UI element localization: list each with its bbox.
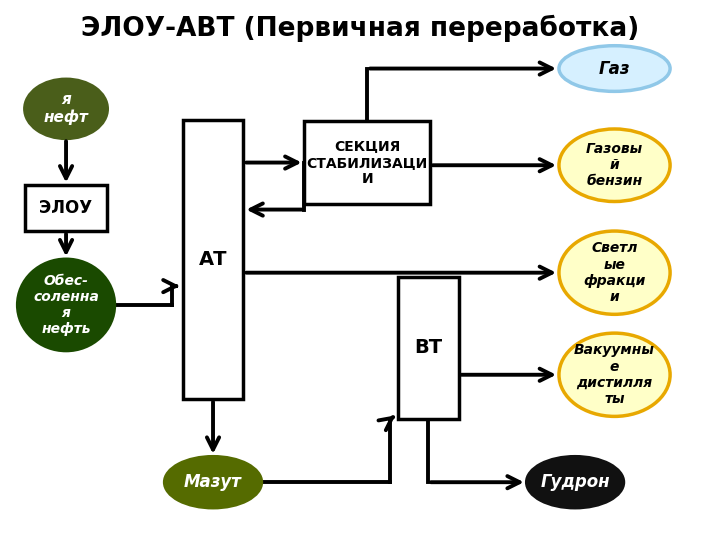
Text: я
нефт: я нефт xyxy=(44,92,89,125)
Text: Обес-
соленна
я
нефть: Обес- соленна я нефть xyxy=(33,274,99,336)
FancyBboxPatch shape xyxy=(183,119,243,399)
Text: Мазут: Мазут xyxy=(184,473,242,491)
Text: Вакуумны
е
дистилля
ты: Вакуумны е дистилля ты xyxy=(574,343,655,406)
FancyBboxPatch shape xyxy=(397,276,459,419)
Text: ВТ: ВТ xyxy=(414,339,442,357)
Text: Гудрон: Гудрон xyxy=(540,473,610,491)
FancyBboxPatch shape xyxy=(24,185,107,231)
Ellipse shape xyxy=(527,457,624,508)
Ellipse shape xyxy=(18,259,114,350)
FancyBboxPatch shape xyxy=(305,121,430,204)
Ellipse shape xyxy=(559,129,670,201)
Text: ЭЛОУ-АВТ (Первичная переработка): ЭЛОУ-АВТ (Первичная переработка) xyxy=(81,15,639,42)
Text: СЕКЦИЯ
СТАБИЛИЗАЦИ
И: СЕКЦИЯ СТАБИЛИЗАЦИ И xyxy=(307,139,428,186)
Ellipse shape xyxy=(24,79,107,138)
Ellipse shape xyxy=(559,231,670,314)
Text: Светл
ые
фракци
и: Светл ые фракци и xyxy=(583,241,646,304)
Text: Газовы
й
бензин: Газовы й бензин xyxy=(586,142,643,188)
Text: Газ: Газ xyxy=(599,59,630,78)
Text: АТ: АТ xyxy=(199,250,228,269)
Text: ЭЛОУ: ЭЛОУ xyxy=(40,199,93,217)
Ellipse shape xyxy=(165,457,261,508)
Ellipse shape xyxy=(559,333,670,416)
Ellipse shape xyxy=(559,46,670,91)
